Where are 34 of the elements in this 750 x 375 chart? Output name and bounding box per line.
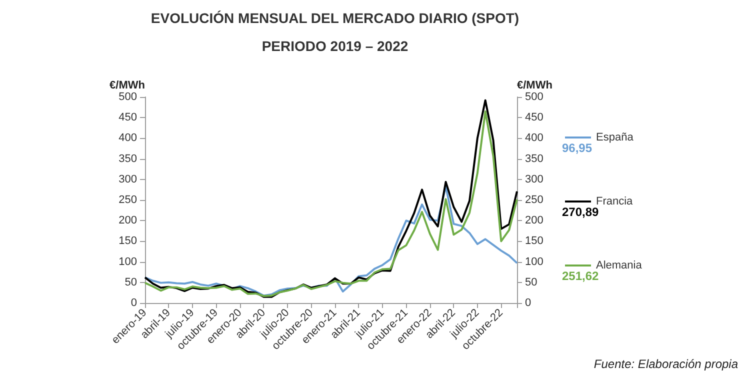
y-tick-label: 150 [118, 235, 137, 248]
legend-label: España [596, 132, 634, 144]
y-tick-label: 250 [118, 194, 137, 206]
y2-tick-label: 350 [525, 152, 544, 165]
chart-title: EVOLUCIÓN MENSUAL DEL MERCADO DIARIO (SPOT) [150, 10, 520, 26]
legend-label: Francia [596, 196, 634, 208]
chart-subtitle: PERIODO 2019 – 2022 [262, 38, 408, 54]
y-tick-label: 50 [124, 276, 137, 288]
y2-tick-label: 150 [525, 235, 544, 248]
y2-tick-label: 100 [525, 256, 544, 268]
y2-tick-label: 200 [525, 214, 544, 227]
y2-tick-label: 0 [525, 297, 532, 309]
legend-label: Alemania [596, 260, 643, 272]
y2-tick-label: 300 [525, 173, 544, 186]
y-tick-label: 350 [118, 152, 137, 165]
y-tick-label: 300 [118, 173, 137, 186]
y2-tick-label: 250 [525, 194, 544, 206]
y-axis-title: €/MWh [110, 80, 146, 92]
source-note: Fuente: Elaboración propia [594, 357, 738, 371]
y2-tick-label: 400 [525, 132, 544, 144]
y-tick-label: 200 [118, 214, 137, 227]
y2-tick-label: 50 [525, 276, 538, 288]
text: 270,89 [562, 205, 600, 219]
line-series [144, 185, 518, 297]
y-tick-label: 500 [118, 91, 137, 103]
y-tick-label: 400 [118, 132, 137, 144]
y2-tick-label: 500 [525, 91, 544, 103]
text: 96,95 [562, 141, 592, 155]
y2-axis-title: €/MWh [517, 80, 553, 92]
y-tick-label: 0 [130, 297, 137, 309]
y-tick-label: 450 [118, 112, 137, 124]
text: 251,62 [562, 269, 600, 283]
y-tick-label: 100 [118, 256, 137, 268]
y2-tick-label: 450 [525, 112, 544, 124]
